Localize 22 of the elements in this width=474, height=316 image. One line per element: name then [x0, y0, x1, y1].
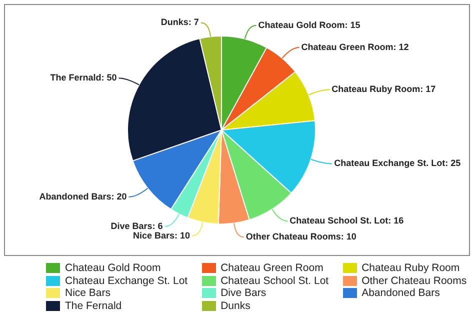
data-label: Chateau Ruby Room: 17: [332, 84, 436, 94]
legend-label: Other Chateau Rooms: [360, 274, 467, 287]
legend-label: Dive Bars: [220, 287, 268, 300]
data-label: Chateau Exchange St. Lot: 25: [334, 158, 461, 168]
legend-label: Chateau Exchange St. Lot: [64, 274, 188, 287]
data-label: Nice Bars: 10: [132, 230, 190, 240]
legend-label: Nice Bars: [64, 287, 112, 300]
legend-label: Chateau Gold Room: [64, 262, 162, 274]
data-label: Dive Bars: 6: [110, 220, 163, 231]
legend-label: Chateau Green Room: [220, 262, 324, 274]
legend-label: Dunks: [220, 300, 252, 312]
data-label: Abandoned Bars: 20: [39, 191, 127, 202]
legend-label: The Fernald: [64, 300, 123, 312]
legend-label: Chateau Ruby Room: [360, 262, 461, 274]
data-label: The Fernald: 50: [50, 72, 117, 83]
data-label: Dunks: 7: [160, 17, 199, 28]
data-label: Chateau Green Room: 12: [301, 42, 409, 52]
data-label: Chateau School St. Lot: 16: [290, 216, 404, 226]
legend-label: Chateau School St. Lot: [220, 274, 329, 287]
data-label: Chateau Gold Room: 15: [258, 20, 360, 30]
data-label: Other Chateau Rooms: 10: [246, 232, 356, 242]
legend-label: Abandoned Bars: [360, 287, 441, 300]
